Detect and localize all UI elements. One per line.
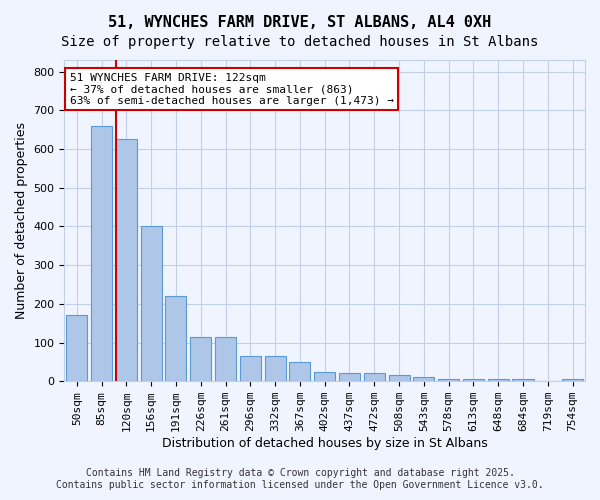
Bar: [66, 316, 88, 381]
Bar: [438, 380, 459, 381]
Bar: [339, 374, 360, 381]
Bar: [166, 296, 187, 381]
Bar: [116, 140, 137, 381]
Text: 51 WYNCHES FARM DRIVE: 122sqm
← 37% of detached houses are smaller (863)
63% of : 51 WYNCHES FARM DRIVE: 122sqm ← 37% of d…: [70, 73, 394, 106]
Y-axis label: Number of detached properties: Number of detached properties: [15, 122, 28, 319]
Bar: [289, 362, 310, 381]
Bar: [314, 372, 335, 381]
Bar: [512, 380, 533, 381]
Bar: [463, 380, 484, 381]
Bar: [91, 126, 112, 381]
Bar: [265, 356, 286, 381]
Text: Size of property relative to detached houses in St Albans: Size of property relative to detached ho…: [61, 35, 539, 49]
Bar: [364, 374, 385, 381]
Bar: [562, 380, 583, 381]
Bar: [488, 380, 509, 381]
Text: 51, WYNCHES FARM DRIVE, ST ALBANS, AL4 0XH: 51, WYNCHES FARM DRIVE, ST ALBANS, AL4 0…: [109, 15, 491, 30]
Text: Contains HM Land Registry data © Crown copyright and database right 2025.
Contai: Contains HM Land Registry data © Crown c…: [56, 468, 544, 490]
Bar: [389, 376, 410, 381]
X-axis label: Distribution of detached houses by size in St Albans: Distribution of detached houses by size …: [162, 437, 488, 450]
Bar: [413, 378, 434, 381]
Bar: [215, 336, 236, 381]
Bar: [140, 226, 162, 381]
Bar: [240, 356, 261, 381]
Bar: [190, 336, 211, 381]
